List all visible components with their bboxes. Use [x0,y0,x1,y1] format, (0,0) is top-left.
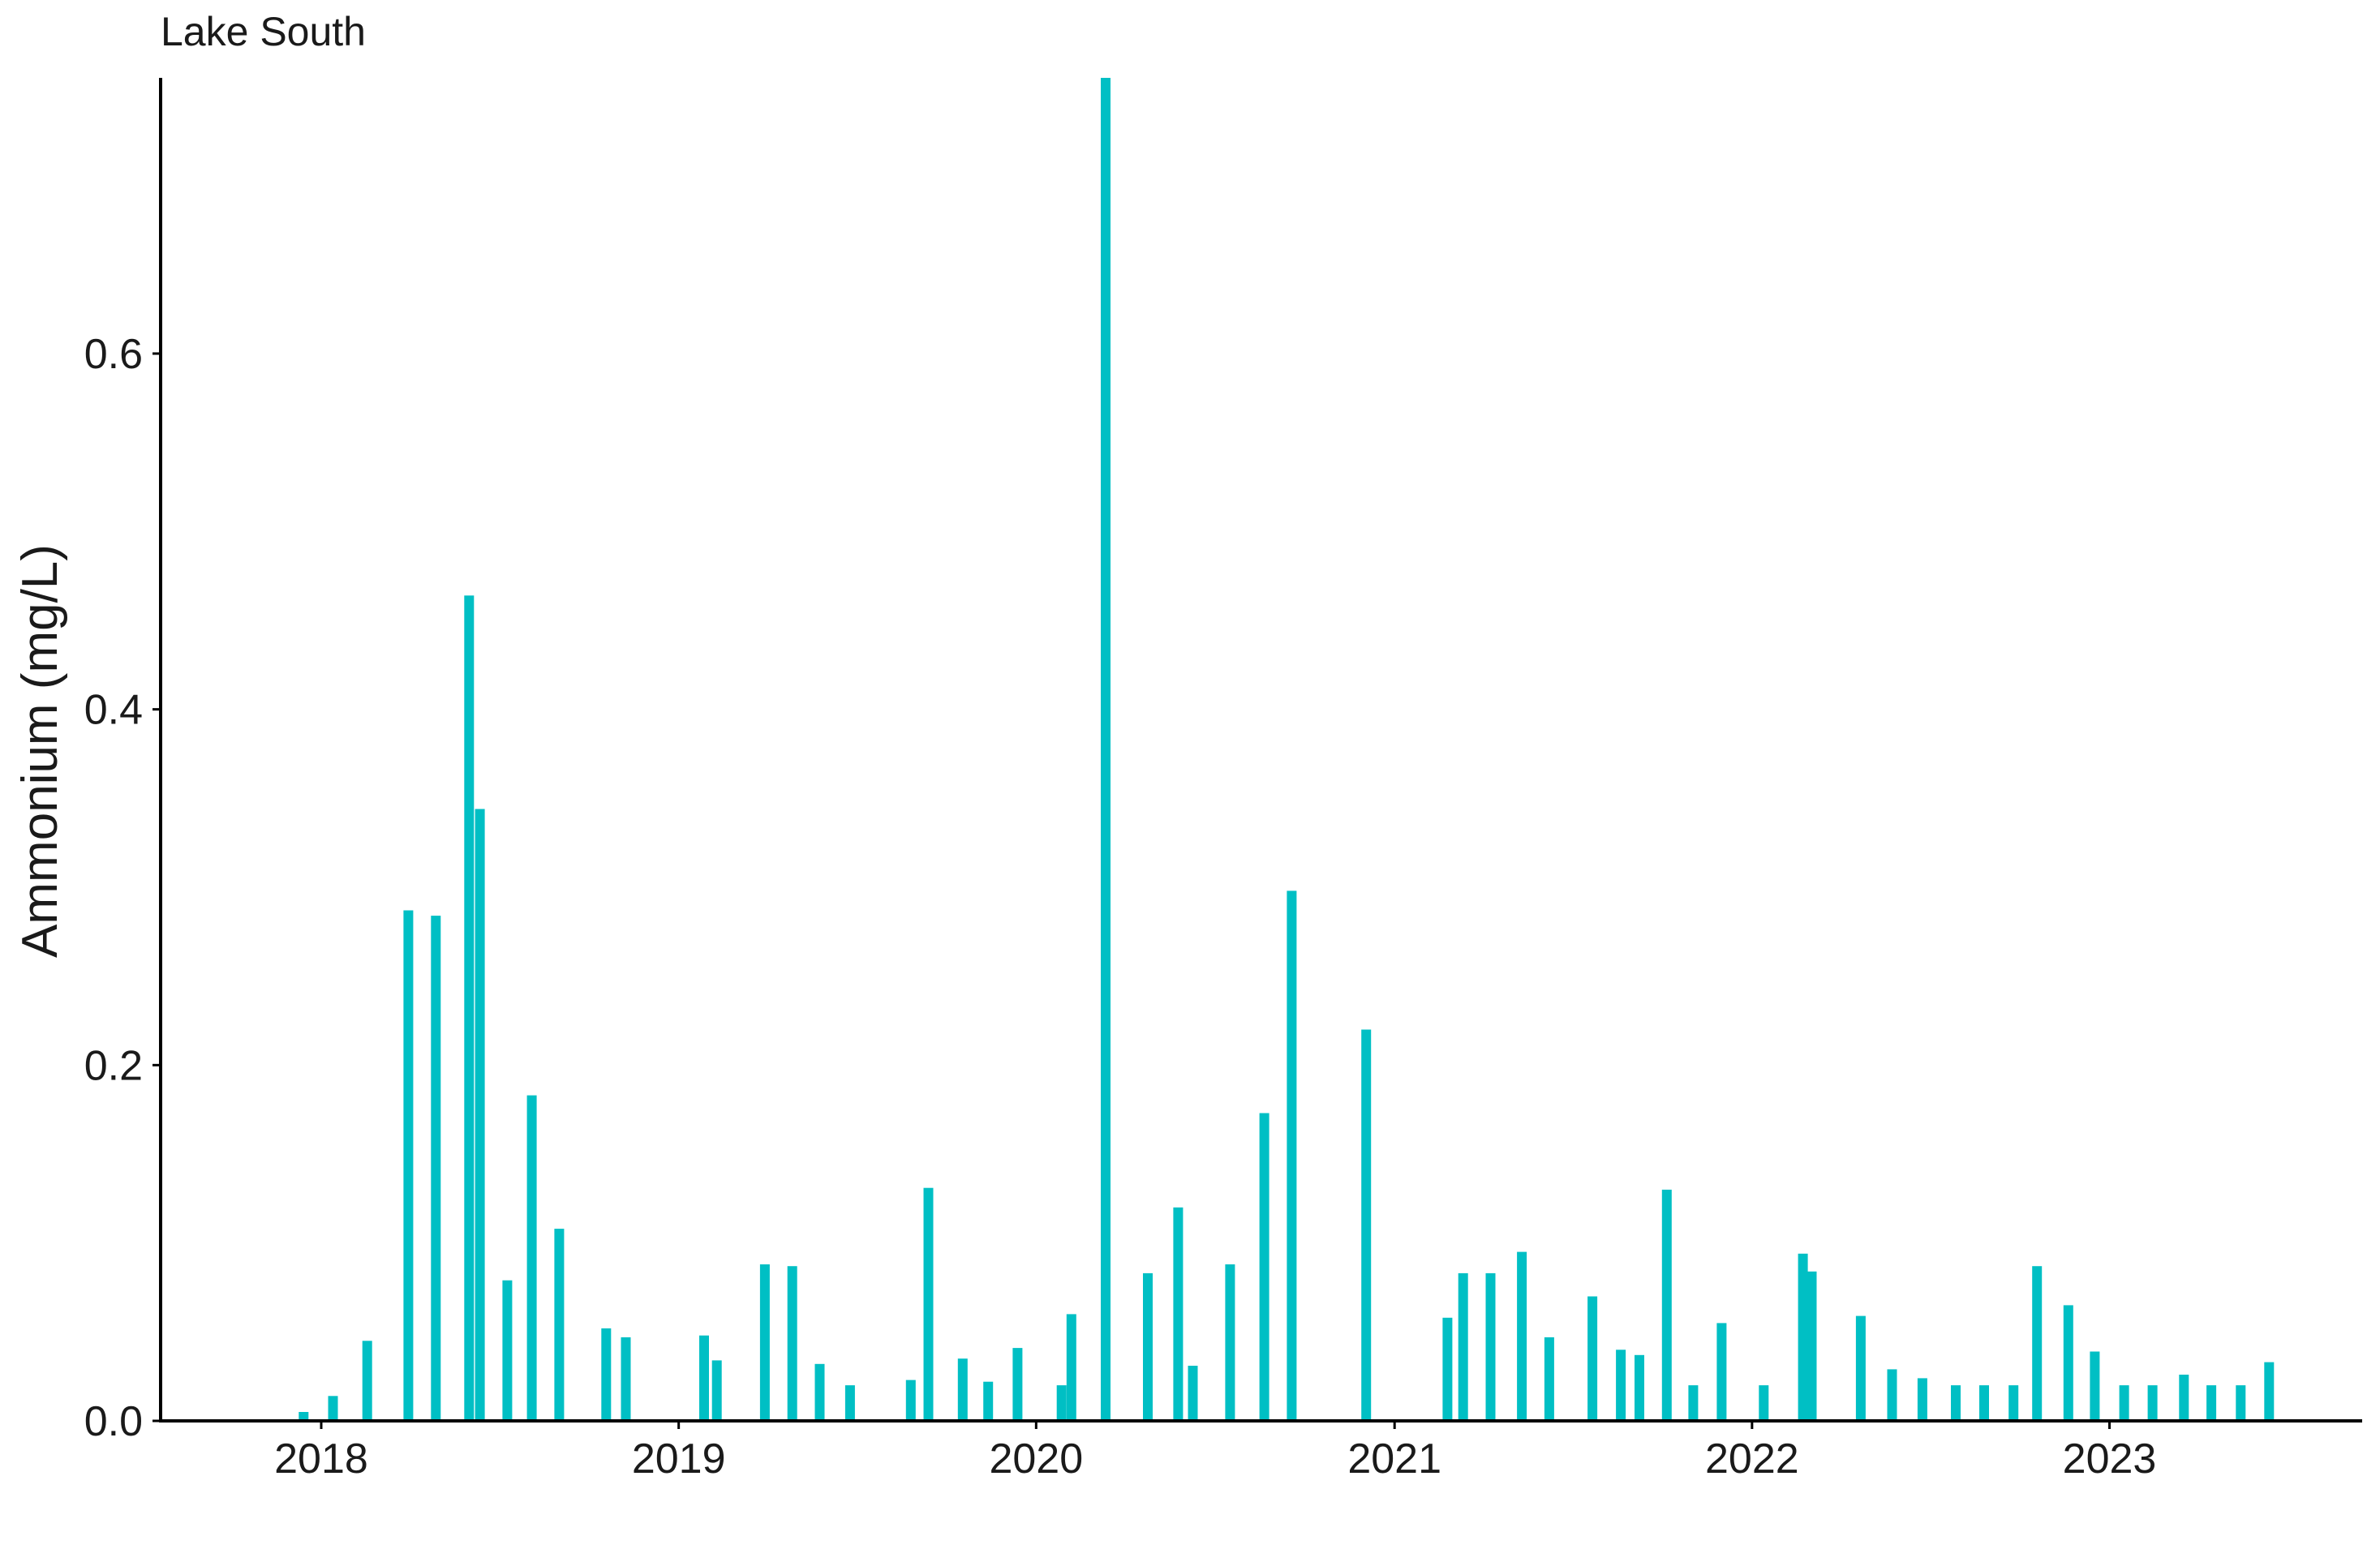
bar [1012,1348,1023,1421]
bar [2179,1375,2189,1421]
bar [983,1381,994,1421]
bar [1917,1378,1927,1421]
bar [1855,1315,1866,1421]
bar [711,1360,722,1421]
bar [554,1229,565,1421]
bar [957,1358,968,1421]
x-tick-label: 2023 [2063,1435,2157,1483]
bar [1759,1385,1769,1421]
bar [2119,1385,2129,1421]
bar [1544,1337,1554,1421]
y-tick-label: 0.2 [84,1042,143,1089]
y-tick-label: 0.4 [84,687,143,734]
bar [905,1380,916,1421]
bar [1485,1272,1496,1421]
bar [621,1337,631,1421]
x-axis-ticks: 2018 2019 2020 2021 2022 2023 [274,1421,2156,1483]
bar [1635,1354,1644,1421]
bar [699,1335,709,1421]
x-tick-label: 2018 [274,1435,368,1483]
bar [1979,1385,1989,1421]
y-axis-label: Ammonium (mg/L) [12,544,68,958]
bar [1442,1317,1453,1421]
bar [299,1412,309,1421]
bar [1661,1189,1672,1421]
chart-title: Lake South [161,9,366,54]
bar [464,595,475,1421]
y-axis-ticks: 0.0 0.2 0.4 0.6 [84,331,161,1445]
x-tick-label: 2021 [1347,1435,1441,1483]
bar [601,1328,612,1421]
bar [1716,1323,1727,1421]
bar [1806,1271,1817,1421]
bar [1225,1264,1235,1421]
y-tick-label: 0.0 [84,1398,143,1445]
bar [1259,1113,1269,1421]
bar [2206,1385,2217,1421]
bar [1688,1385,1699,1421]
bar [1587,1296,1598,1421]
bar [328,1396,338,1421]
bar [2063,1305,2073,1421]
bar [759,1264,770,1421]
bars-group [299,78,2275,1421]
bar [787,1266,797,1421]
bar [2008,1385,2019,1421]
bar [1173,1207,1184,1421]
bar [1143,1272,1153,1421]
x-tick-label: 2019 [632,1435,726,1483]
bar [502,1280,513,1421]
bar [2147,1385,2158,1421]
bar [814,1363,825,1421]
bar [844,1385,855,1421]
bar [1188,1366,1198,1421]
bar [1887,1369,1897,1421]
bar [2236,1385,2246,1421]
x-tick-label: 2022 [1705,1435,1799,1483]
bar [1951,1385,1961,1421]
bar [2090,1351,2100,1421]
bar [431,916,441,1421]
bar [1517,1251,1527,1421]
bar [2264,1362,2275,1421]
bar [1361,1029,1372,1421]
bar [475,809,485,1421]
y-tick-label: 0.6 [84,331,143,378]
bar [1458,1272,1468,1421]
x-tick-label: 2020 [989,1435,1083,1483]
bar [1616,1350,1626,1421]
bar [1056,1385,1067,1421]
bar [1066,1314,1076,1421]
bar [362,1341,372,1421]
bar [1798,1253,1808,1421]
bar [1101,78,1111,1421]
bar [403,910,414,1421]
bar [923,1187,934,1421]
bar [526,1095,537,1421]
bar [2032,1266,2043,1421]
bar [1287,890,1297,1421]
